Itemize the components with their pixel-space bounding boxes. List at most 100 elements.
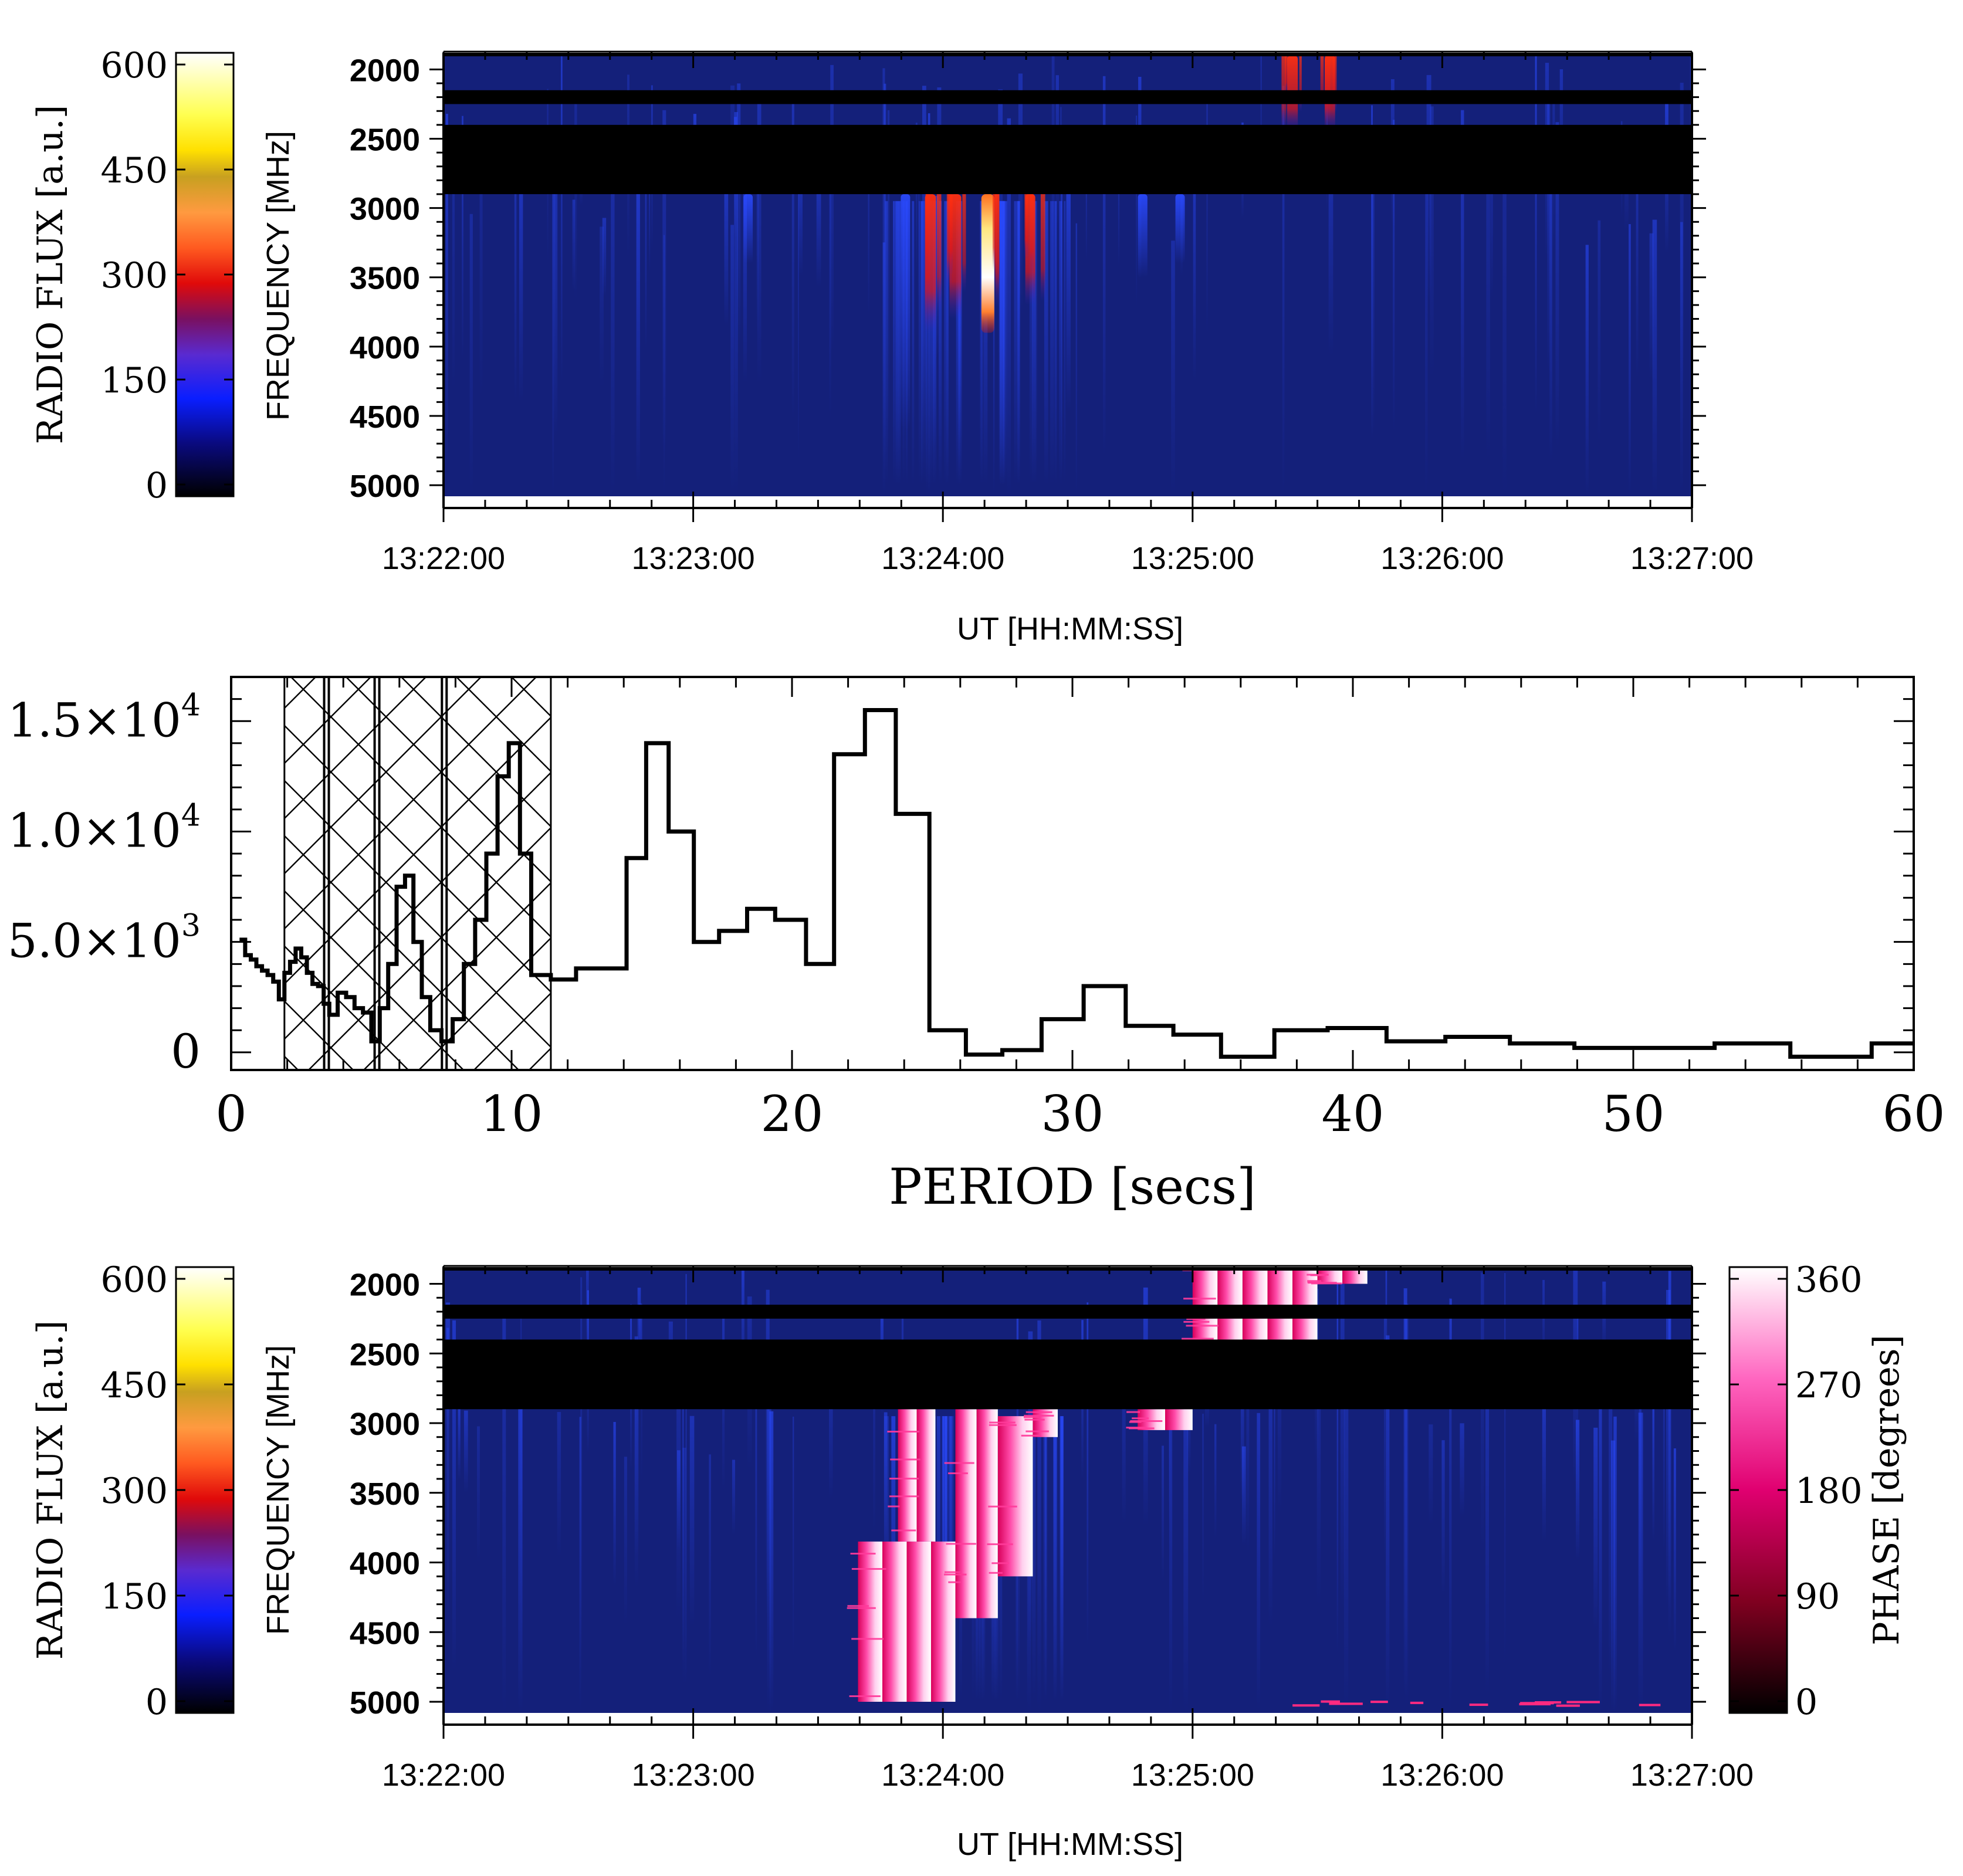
texture-streak — [1598, 220, 1601, 443]
texture-streak — [682, 1362, 684, 1664]
texture-streak — [1260, 56, 1262, 189]
texture-streak — [915, 123, 918, 279]
emission-filament — [1040, 194, 1045, 302]
phase-fringe — [1024, 1414, 1054, 1417]
texture-streak — [662, 110, 666, 456]
texture-streak — [923, 201, 928, 486]
phase-fringe — [943, 1573, 967, 1576]
texture-streak — [445, 114, 448, 470]
texture-streak — [1171, 241, 1175, 496]
data-gaps — [444, 1267, 1692, 1410]
y-tick-label: 2000 — [350, 1268, 420, 1303]
phase-fringe — [1519, 1703, 1551, 1706]
texture-streak — [724, 187, 729, 327]
texture-streak — [1593, 1427, 1598, 1631]
emission-filament — [1325, 55, 1331, 123]
x-tick-label: 13:26:00 — [1380, 1758, 1504, 1793]
texture-streak — [1169, 1374, 1173, 1713]
emission-filament — [936, 194, 942, 311]
texture-streak — [1007, 118, 1011, 497]
y-tick-label: 0 — [171, 1024, 201, 1079]
colorbar-tick-label: 450 — [100, 1365, 168, 1406]
texture-streak — [613, 1422, 616, 1587]
texture-streak — [938, 201, 942, 486]
texture-streak — [830, 65, 834, 353]
phase-band — [976, 1409, 998, 1618]
phase-band — [916, 1409, 936, 1542]
phase-fringe — [1130, 1420, 1163, 1423]
texture-streak — [1403, 1288, 1407, 1696]
colorbar-tick-label: 300 — [100, 1471, 168, 1512]
phase-fringe — [847, 1605, 869, 1607]
x-tick-label: 13:22:00 — [382, 1758, 505, 1793]
texture-streak — [882, 242, 885, 496]
texture-streak — [743, 175, 747, 382]
texture-streak — [452, 1320, 456, 1671]
phase-band — [1033, 1409, 1058, 1437]
phase-band — [930, 1541, 956, 1702]
phase-fringe — [988, 1505, 1017, 1508]
texture-streak — [645, 167, 647, 350]
texture-streak — [1136, 116, 1138, 309]
texture-streak — [993, 241, 995, 496]
phase-band — [898, 1409, 917, 1542]
texture-streak — [519, 141, 523, 402]
phase-fringe — [889, 1478, 919, 1480]
texture-streak — [1274, 1360, 1275, 1559]
texture-streak — [925, 187, 930, 496]
bottom-spectrogram-panel: 0 150 300 450 600 RADIO FLUX [a.u.] FREQUENC… — [30, 1259, 1907, 1862]
texture-streak — [1636, 137, 1639, 379]
texture-streak — [1585, 245, 1589, 496]
emission-filament — [1320, 55, 1324, 105]
data-gap-band — [444, 1339, 1692, 1410]
emission-filament — [1285, 55, 1288, 94]
x-tick-label: 13:27:00 — [1630, 1758, 1754, 1793]
texture-streak — [1480, 1272, 1484, 1555]
phase-fringe — [948, 1581, 961, 1583]
y-tick-label: 1.0×104 — [8, 798, 201, 858]
texture-streak — [1054, 1416, 1056, 1702]
phase-fringe — [1026, 1430, 1049, 1433]
phase-colorbar-label: PHASE [degrees] — [1866, 1335, 1907, 1645]
texture-streak — [1680, 82, 1684, 387]
phase-fringe — [849, 1695, 881, 1697]
phase-fringe — [1321, 1700, 1340, 1703]
texture-streak — [469, 214, 473, 496]
texture-streak — [1162, 1445, 1164, 1583]
texture-streak — [767, 1360, 771, 1713]
texture-streak — [1268, 1288, 1272, 1627]
texture-streak — [1044, 201, 1048, 486]
texture-streak — [918, 201, 922, 486]
phase-fringe — [944, 1462, 974, 1464]
top-colorbar — [175, 52, 235, 497]
texture-streak — [1277, 1352, 1282, 1513]
phase-fringe — [1183, 1320, 1210, 1323]
texture-streak — [636, 188, 640, 486]
texture-streak — [479, 138, 483, 399]
texture-streak — [1060, 1416, 1063, 1702]
texture-streak — [557, 1411, 561, 1558]
texture-streak — [1502, 163, 1507, 497]
texture-streak — [1383, 1314, 1386, 1563]
texture-streak — [1639, 1403, 1642, 1620]
phase-fringe — [946, 1543, 976, 1545]
texture-streak — [1629, 224, 1631, 496]
bottom-plot-area — [444, 1267, 1692, 1713]
top-axes: 13:22:00 13:23:00 13:24:00 13:25:00 13:26:00… — [350, 50, 1754, 576]
texture-streak — [1663, 1393, 1665, 1554]
texture-streak — [1087, 1302, 1089, 1647]
texture-streak — [477, 1426, 480, 1564]
texture-streak — [611, 167, 615, 496]
top-y-axis-label: FREQUENCY [MHz] — [260, 131, 296, 421]
texture-streak — [732, 1460, 736, 1535]
x-tick-label: 20 — [761, 1085, 824, 1143]
phase-fringe — [1639, 1704, 1661, 1706]
y-tick-label: 5000 — [350, 1685, 420, 1721]
x-tick-label: 13:22:00 — [382, 541, 505, 576]
texture-streak — [1652, 1394, 1655, 1542]
texture-streak — [624, 1457, 627, 1626]
texture-streak — [1193, 126, 1196, 382]
emission-burst — [1138, 194, 1148, 277]
phase-fringe — [989, 1421, 1016, 1424]
texture-streak — [1050, 201, 1054, 486]
